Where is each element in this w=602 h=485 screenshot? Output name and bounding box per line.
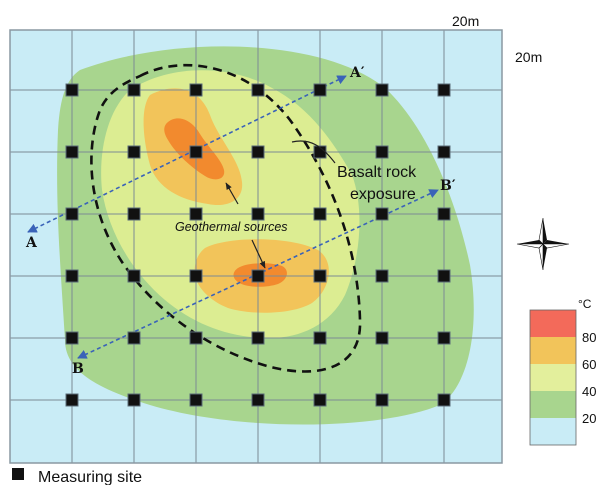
- measuring-site-marker: [127, 145, 141, 159]
- profile-label-b-prime: B′: [440, 178, 456, 194]
- measuring-site-marker: [251, 145, 265, 159]
- measuring-site-marker: [65, 83, 79, 97]
- legend-swatch: [530, 418, 576, 445]
- scale-label-vertical: 20m: [515, 49, 542, 65]
- measuring-site-marker: [127, 331, 141, 345]
- measuring-site-marker: [313, 83, 327, 97]
- basalt-pointer-line: [291, 140, 336, 164]
- measuring-site-marker: [189, 331, 203, 345]
- measuring-site-marker: [127, 269, 141, 283]
- geothermal-pointer-south: [251, 239, 266, 269]
- measuring-site-marker: [375, 269, 389, 283]
- legend-swatch: [530, 310, 576, 337]
- measuring-site-marker: [437, 331, 451, 345]
- measuring-site-marker: [251, 269, 265, 283]
- scale-label-horizontal: 20m: [452, 13, 479, 29]
- legend-unit: °C: [578, 297, 592, 311]
- measuring-site-marker: [375, 83, 389, 97]
- profile-label-a: A: [25, 235, 38, 251]
- measuring-site-marker: [251, 393, 265, 407]
- measuring-sites: [65, 83, 451, 407]
- geothermal-pointer-north: [225, 182, 239, 205]
- legend-tick-label: 40: [582, 384, 596, 399]
- measuring-site-marker: [375, 145, 389, 159]
- measuring-site-marker: [251, 331, 265, 345]
- measuring-site-marker: [375, 207, 389, 221]
- measuring-site-marker: [313, 207, 327, 221]
- measuring-site-marker: [437, 207, 451, 221]
- map-frame: [9, 29, 503, 464]
- measuring-site-marker: [437, 145, 451, 159]
- basalt-label-line1: Basalt rock: [337, 164, 417, 181]
- measuring-site-marker: [313, 331, 327, 345]
- basalt-label-line2: exposure: [350, 186, 416, 203]
- measuring-site-icon: [12, 468, 24, 480]
- legend-tick-label: 20: [582, 411, 596, 426]
- measuring-site-marker: [437, 269, 451, 283]
- measuring-site-marker: [251, 207, 265, 221]
- measuring-site-marker: [437, 83, 451, 97]
- measuring-site-marker: [375, 331, 389, 345]
- measuring-site-marker: [65, 207, 79, 221]
- legend-frame: [529, 309, 577, 446]
- measuring-site-marker: [313, 393, 327, 407]
- measuring-site-marker: [189, 145, 203, 159]
- measuring-site-marker: [189, 207, 203, 221]
- legend-tick-label: 80: [582, 330, 596, 345]
- measuring-site-marker: [313, 269, 327, 283]
- geothermal-sources-label: Geothermal sources: [175, 220, 288, 234]
- measuring-site-marker: [251, 83, 265, 97]
- measuring-site-marker: [189, 269, 203, 283]
- measuring-site-marker: [127, 207, 141, 221]
- legend-tick-labels: 80 60 40 20: [582, 330, 596, 426]
- measuring-site-marker: [127, 83, 141, 97]
- legend-swatch: [530, 364, 576, 391]
- measuring-site-label: Measuring site: [38, 469, 142, 485]
- legend-swatch: [530, 391, 576, 418]
- measuring-site-marker: [127, 393, 141, 407]
- compass-rose-icon: [516, 217, 570, 271]
- measuring-site-marker: [437, 393, 451, 407]
- measuring-site-marker: [189, 393, 203, 407]
- profile-label-b: B: [72, 361, 84, 377]
- temperature-legend: [529, 309, 577, 446]
- measuring-site-marker: [65, 331, 79, 345]
- measuring-site-marker: [375, 393, 389, 407]
- legend-swatch: [530, 337, 576, 364]
- measuring-site-marker: [189, 83, 203, 97]
- measuring-site-marker: [65, 269, 79, 283]
- measuring-site-marker: [65, 145, 79, 159]
- profile-label-a-prime: A′: [349, 65, 365, 81]
- measuring-site-marker: [65, 393, 79, 407]
- legend-tick-label: 60: [582, 357, 596, 372]
